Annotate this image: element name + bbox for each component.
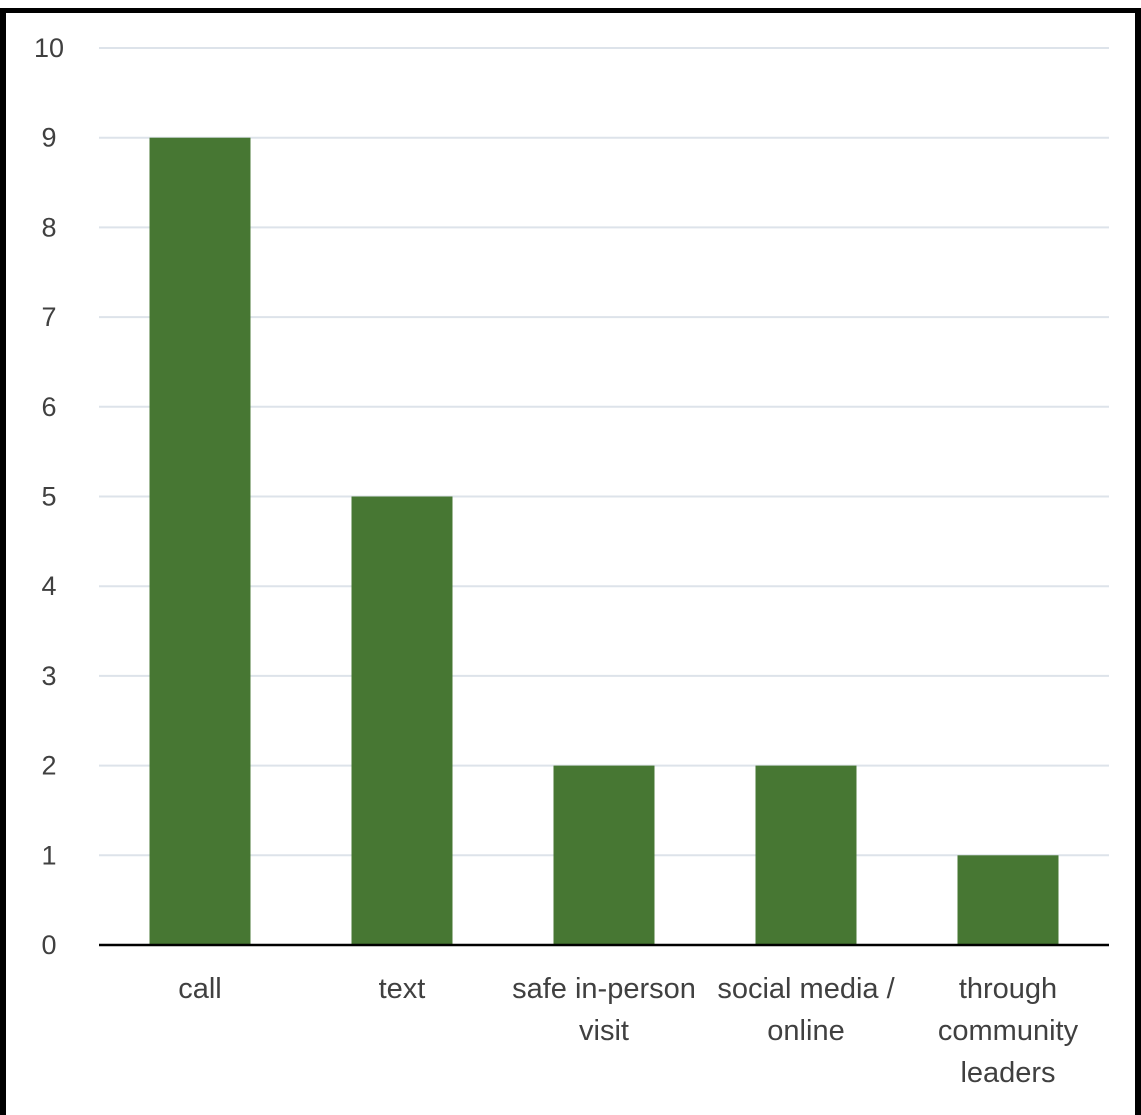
y-tick-label: 3 (41, 661, 56, 691)
x-category-label: safe in-person visit (512, 973, 696, 1047)
x-axis-category-labels: call text safe in-person visit social media … (178, 973, 1078, 1089)
y-tick-label: 10 (34, 33, 64, 63)
x-category-label: social media / online (717, 973, 895, 1047)
bar (351, 496, 453, 945)
y-tick-label: 0 (41, 930, 56, 960)
y-tick-label: 6 (41, 392, 56, 422)
bar (755, 765, 857, 945)
y-tick-label: 7 (41, 302, 56, 332)
x-category-label: text (379, 973, 426, 1005)
y-tick-label: 5 (41, 482, 56, 512)
y-tick-label: 4 (41, 571, 56, 601)
y-tick-label: 8 (41, 212, 56, 242)
y-tick-label: 9 (41, 123, 56, 153)
bar (149, 137, 251, 945)
bars (149, 137, 1059, 945)
y-tick-label: 2 (41, 751, 56, 781)
y-tick-label: 1 (41, 840, 56, 870)
bar (553, 765, 655, 945)
y-axis-tick-labels: 0 1 2 3 4 5 6 7 8 9 10 (34, 33, 64, 960)
bar (957, 855, 1059, 945)
x-category-label: call (178, 973, 222, 1005)
x-category-label: through community leaders (938, 973, 1079, 1089)
